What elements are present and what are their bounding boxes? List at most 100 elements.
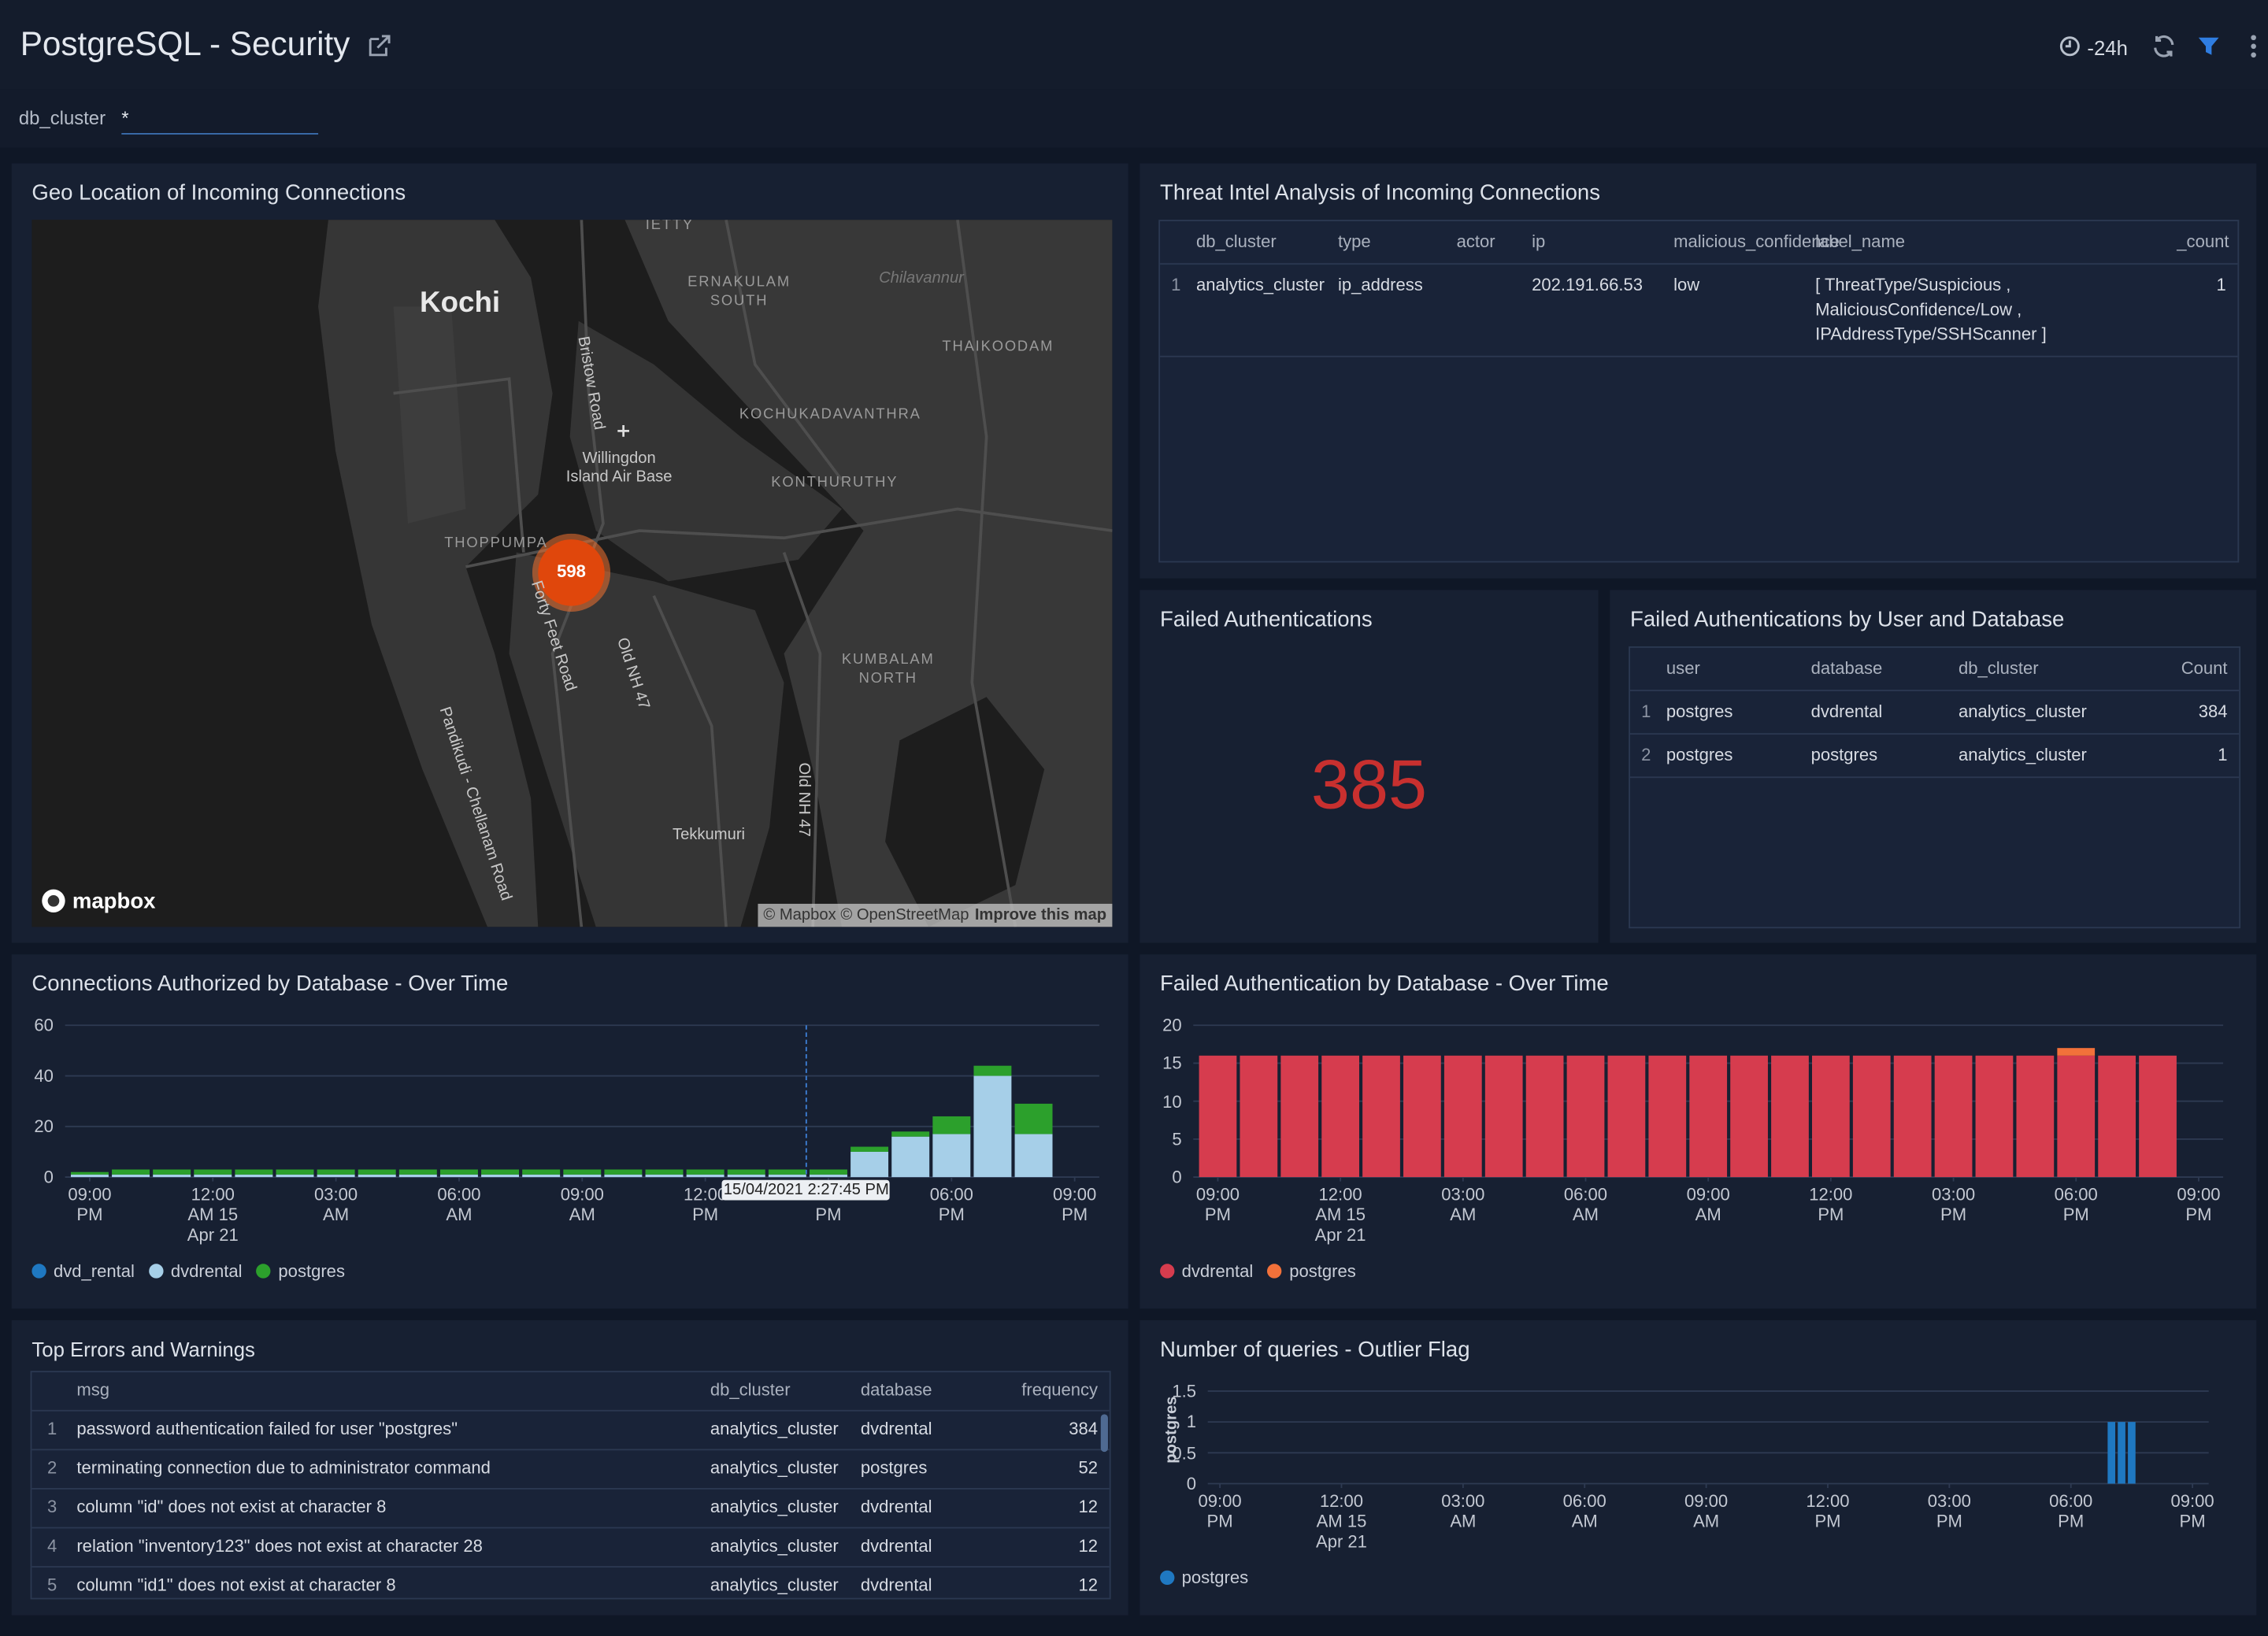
big-number: 385 [1140,746,1598,826]
bar [1976,1056,2014,1177]
panel-title: Failed Authentications by User and Datab… [1630,607,2064,631]
table-cell: 2 [1630,735,1662,776]
x-tick-label: 06:00 AM [1535,1184,1636,1224]
legend-item: dvdrental [149,1261,242,1282]
x-tick-label: 06:00 AM [409,1184,510,1224]
bar [932,1134,970,1177]
filter-bar: db_cluster * [0,90,2268,147]
table-header: userdatabasedb_clusterCount [1630,648,2239,691]
map-label: ERNAKULAM SOUTH [687,273,791,311]
filter-input[interactable]: * [121,107,318,135]
bar [440,1169,478,1174]
bar [1526,1056,1564,1177]
header-cell [1160,221,1191,239]
bar [1321,1056,1359,1177]
header-cell: db_cluster [1954,648,2142,690]
header-cell: msg [72,1372,706,1412]
time-range[interactable]: -24h [2087,36,2127,59]
bar [1280,1056,1318,1177]
bar [1240,1056,1277,1177]
chart-panel: Failed Authentication by Database - Over… [1140,954,2256,1308]
bar [891,1137,929,1177]
bar [153,1169,191,1174]
y-tick-label: 40 [5,1066,54,1086]
x-tick-label: 12:00 PM [1781,1184,1882,1224]
table-cell: 5 [32,1568,72,1599]
attribution-text: © Mapbox © OpenStreetMap [763,907,969,924]
map-label: Kochi [420,294,500,313]
bar [891,1131,929,1136]
scrollbar[interactable] [1101,1414,1108,1452]
header-cell: _count [2173,221,2239,263]
map[interactable]: 598 mapbox © Mapbox © OpenStreetMap Impr… [32,220,1112,927]
chart-panel: Connections Authorized by Database - Ove… [12,954,1128,1308]
legend-label: postgres [278,1261,345,1282]
x-tick-label: 06:00 AM [1534,1491,1636,1531]
x-tick-label: 03:00 PM [1899,1491,2000,1531]
table-row: 1password authentication failed for user… [32,1412,1109,1451]
table-cell: dvdrental [856,1528,995,1568]
table-cell: analytics_cluster [706,1490,856,1529]
bar [2128,1422,2136,1483]
table-row: 1postgresdvdrentalanalytics_cluster384 [1630,691,2239,735]
failed-auth-panel: Failed Authentications 385 [1140,590,1598,942]
header: PostgreSQL - Security -24h [0,0,2268,90]
x-tick-label: 03:00 AM [1413,1491,1514,1531]
bar [1730,1056,1768,1177]
bar [604,1169,642,1174]
map-label: Tekkumuri [673,827,745,846]
bar [563,1169,601,1174]
menu-icon[interactable] [2246,31,2260,61]
x-tick-label: 09:00 PM [39,1184,141,1224]
bar [358,1169,396,1174]
table-cell: 1 [32,1412,72,1451]
bar [2139,1056,2177,1177]
table-cell: postgres [1807,735,1954,776]
legend-item: postgres [1268,1261,1356,1282]
table-cell: ip_address [1333,265,1452,306]
panel-title: Threat Intel Analysis of Incoming Connec… [1160,181,1600,205]
bar [728,1169,765,1174]
bar [2016,1056,2054,1177]
bar [810,1175,847,1177]
filter-icon[interactable] [2196,33,2222,59]
x-tick-label: 09:00 AM [1655,1491,1757,1531]
bar [646,1169,684,1174]
map-label: Old NH 47 [793,763,812,837]
bar [440,1175,478,1177]
header-cell: user [1662,648,1807,690]
table-cell: postgres [1662,735,1807,776]
bar [810,1169,847,1174]
bar [1812,1056,1850,1177]
bar [1771,1056,1809,1177]
y-tick-label: 5 [1132,1129,1181,1149]
bar [687,1169,724,1174]
table-header: db_clustertypeactoripmalicious_confidenc… [1160,221,2237,265]
clock-icon[interactable] [2059,35,2081,57]
bar [1362,1056,1400,1177]
improve-link[interactable]: Improve this map [975,907,1106,924]
panel-title: Top Errors and Warnings [32,1338,254,1360]
panel-title: Geo Location of Incoming Connections [32,181,406,205]
failed-user-panel: Failed Authentications by User and Datab… [1610,590,2256,942]
x-tick-label: 12:00 PM [1777,1491,1879,1531]
table: userdatabasedb_clusterCount1postgresdvdr… [1629,646,2240,928]
table-cell: dvdrental [856,1568,995,1599]
x-tick-label: 09:00 AM [532,1184,633,1224]
bar [850,1147,888,1152]
refresh-icon[interactable] [2151,33,2177,59]
legend-label: postgres [1182,1568,1249,1588]
bar [71,1172,109,1175]
bar [769,1169,806,1174]
share-icon[interactable] [366,33,392,59]
chart-svg [12,954,1128,1308]
table-cell: column "id1" does not exist at character… [72,1568,706,1599]
table-cell: 202.191.66.53 [1528,265,1670,306]
dashboard-title: PostgreSQL - Security [20,24,350,64]
table-cell: 3 [32,1490,72,1529]
bar [481,1169,519,1174]
y-tick-label: 10 [1132,1091,1181,1112]
bar [973,1066,1011,1076]
map-label: Chilavannur [879,270,964,289]
